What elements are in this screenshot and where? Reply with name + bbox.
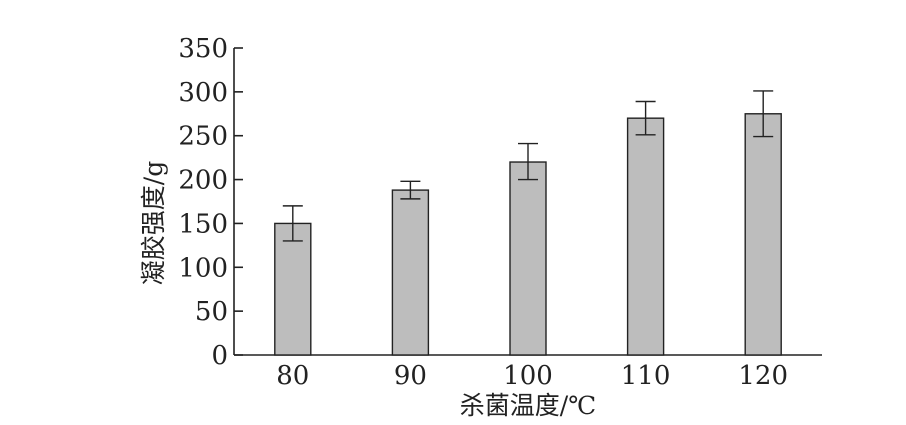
- y-tick-label: 150: [178, 209, 228, 239]
- x-axis-title: 杀菌温度/℃: [460, 391, 596, 420]
- y-tick-label: 100: [178, 253, 228, 283]
- x-tick-label: 100: [503, 361, 553, 391]
- y-tick-label: 350: [178, 34, 228, 64]
- x-tick-label: 90: [394, 361, 427, 391]
- y-tick-label: 50: [195, 297, 228, 327]
- error-bars: [282, 90, 774, 242]
- y-tick-label: 300: [178, 78, 228, 108]
- bar: [509, 161, 547, 356]
- x-tick-label: 80: [276, 361, 309, 391]
- y-axis-title: 凝胶强度/g: [139, 161, 168, 285]
- x-tick-label: 110: [621, 361, 671, 391]
- y-tick-label: 250: [178, 122, 228, 152]
- y-tick-label: 200: [178, 166, 228, 196]
- y-axis: 0 50 100 150 200 250 300 350: [178, 34, 243, 371]
- bar: [626, 117, 665, 356]
- x-tick-label: 120: [738, 361, 788, 391]
- bar: [391, 189, 430, 356]
- x-axis: 80 90 100 110 120: [234, 354, 822, 391]
- bar: [744, 113, 782, 356]
- y-tick-label: 0: [211, 341, 228, 371]
- bars: [274, 113, 782, 356]
- bar: [274, 222, 312, 356]
